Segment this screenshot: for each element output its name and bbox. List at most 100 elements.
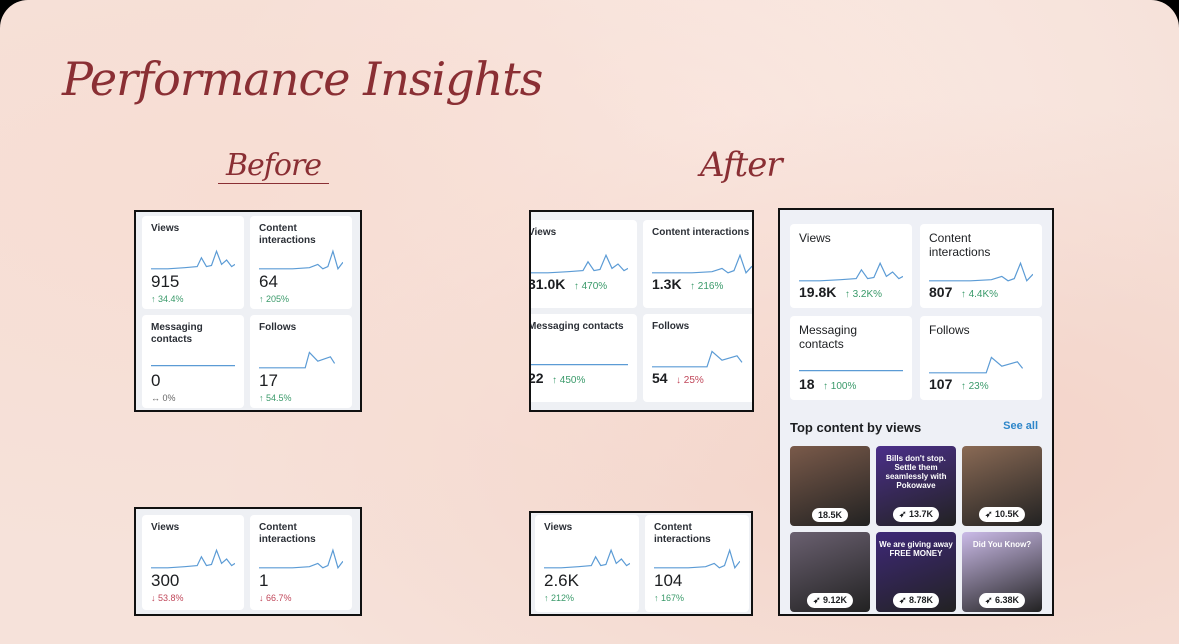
metric-label: Content interactions (652, 227, 750, 238)
sparkline (652, 253, 752, 275)
after-insights-panel: Views 19.8K ↑ 3.2K% Content interactions … (778, 208, 1054, 616)
metric-value: 1 (259, 571, 269, 590)
before-heading: Before (218, 148, 330, 184)
sparkline (529, 253, 628, 275)
views-badge: ➶ 9.12K (806, 593, 854, 608)
metric-change: ↑ 100% (823, 381, 857, 392)
metric-change: ↑ 205% (259, 294, 290, 304)
metric-change: ↑ 23% (960, 381, 989, 392)
metric-value: 17 (259, 371, 278, 390)
metric-value: 1.3K (652, 276, 682, 292)
views-count: 10.5K (995, 509, 1020, 519)
metric-card-content-interactions[interactable]: Content interactions 64 ↑ 205% (250, 216, 352, 309)
metric-label: Messaging contacts (799, 323, 858, 351)
content-thumbnail[interactable]: Did You Know? ➶ 6.38K (962, 532, 1042, 612)
sparkline (652, 347, 752, 369)
metric-card-views[interactable]: Views 2.6K ↑ 212% (535, 515, 639, 612)
metric-card-follows[interactable]: Follows 54 ↓ 25% (643, 314, 752, 402)
sparkline (259, 249, 343, 271)
metric-label: Content interactions (259, 522, 316, 545)
metric-label: Content interactions (259, 223, 316, 246)
sparkline (151, 348, 235, 370)
top-content-title: Top content by views (790, 420, 922, 435)
metric-label: Views (151, 223, 180, 234)
metric-card-messaging-contacts[interactable]: Messaging contacts 22 ↑ 450% (529, 314, 637, 402)
views-badge: ➶ 6.38K (978, 593, 1026, 608)
metric-card-messaging-contacts[interactable]: Messaging contacts 18 ↑ 100% (790, 316, 912, 400)
metric-label: Messaging contacts (529, 321, 624, 332)
after-recent-screenshot: Views 2.6K ↑ 212% Content interactions 10… (529, 511, 753, 616)
top-content-grid: 18.5K Bills don't stop. Settle them seaml… (790, 446, 1042, 612)
metric-change: ↑ 212% (544, 593, 575, 603)
content-thumbnail[interactable]: ➶ 10.5K (962, 446, 1042, 526)
see-all-link[interactable]: See all (1003, 420, 1038, 432)
content-thumbnail[interactable]: 18.5K (790, 446, 870, 526)
metric-value: 54 (652, 370, 668, 386)
views-count: 18.5K (817, 510, 843, 520)
metric-card-messaging-contacts[interactable]: Messaging contacts 0 ↔ 0% (142, 315, 244, 408)
metric-card-views[interactable]: Views 19.8K ↑ 3.2K% (790, 224, 912, 308)
metric-label: Views (799, 231, 831, 245)
views-badge: ➶ 10.5K (978, 507, 1026, 522)
views-badge: 18.5K (811, 508, 849, 522)
content-thumbnail[interactable]: We are giving away FREE MONEY ➶ 8.78K (876, 532, 956, 612)
metric-change: ↑ 167% (654, 593, 685, 603)
metric-change: ↑ 216% (690, 281, 724, 292)
metric-change: ↑ 34.4% (151, 294, 184, 304)
metric-card-content-interactions[interactable]: Content interactions 807 ↑ 4.4K% (920, 224, 1042, 308)
metric-value: 2.6K (544, 571, 579, 590)
metric-value: 18 (799, 376, 815, 392)
metric-card-follows[interactable]: Follows 17 ↑ 54.5% (250, 315, 352, 408)
views-icon: ➶ (984, 595, 996, 605)
metric-label: Messaging contacts (151, 322, 203, 345)
metric-value: 915 (151, 272, 180, 291)
metric-label: Views (151, 522, 180, 533)
metric-card-views[interactable]: Views 31.0K ↑ 470% (529, 220, 637, 308)
metric-label: Content interactions (929, 231, 991, 259)
sparkline (929, 261, 1033, 283)
before-overview-screenshot: Views 915 ↑ 34.4% Content interactions 64… (134, 210, 362, 412)
metric-value: 31.0K (529, 276, 566, 292)
metric-value: 107 (929, 376, 953, 392)
metric-card-views[interactable]: Views 915 ↑ 34.4% (142, 216, 244, 309)
metric-label: Views (544, 522, 573, 533)
views-count: 9.12K (823, 595, 848, 605)
thumbnail-text: We are giving away FREE MONEY (879, 540, 953, 558)
metric-change: ↔ 0% (151, 393, 176, 403)
views-count: 13.7K (909, 509, 934, 519)
metric-label: Follows (652, 321, 690, 332)
before-recent-screenshot: Views 300 ↓ 53.8% Content interactions 1 … (134, 507, 362, 616)
sparkline (544, 548, 630, 570)
metric-card-content-interactions[interactable]: Content interactions 104 ↑ 167% (645, 515, 749, 612)
thumbnail-text: Bills don't stop. Settle them seamlessly… (885, 454, 947, 490)
sparkline (151, 249, 235, 271)
metric-value: 19.8K (799, 284, 837, 300)
sparkline (799, 261, 903, 283)
content-thumbnail[interactable]: ➶ 9.12K (790, 532, 870, 612)
views-icon: ➶ (898, 595, 910, 605)
views-icon: ➶ (812, 595, 824, 605)
sparkline (654, 548, 740, 570)
views-badge: ➶ 13.7K (892, 507, 940, 522)
views-count: 8.78K (909, 595, 934, 605)
metric-card-content-interactions[interactable]: Content interactions 1.3K ↑ 216% (643, 220, 752, 308)
thumbnail-text: Did You Know? (972, 540, 1032, 549)
metric-card-views[interactable]: Views 300 ↓ 53.8% (142, 515, 244, 610)
metric-value: 64 (259, 272, 278, 291)
metric-card-follows[interactable]: Follows 107 ↑ 23% (920, 316, 1042, 400)
metric-card-content-interactions[interactable]: Content interactions 1 ↓ 66.7% (250, 515, 352, 610)
views-count: 6.38K (995, 595, 1020, 605)
metric-label: Views (529, 227, 557, 238)
views-icon: ➶ (984, 509, 996, 519)
views-icon: ➶ (898, 509, 910, 519)
metric-value: 0 (151, 371, 161, 390)
metric-label: Follows (929, 323, 970, 337)
sparkline (151, 548, 235, 570)
metric-change: ↑ 3.2K% (844, 289, 883, 300)
metric-label: Content interactions (654, 522, 711, 545)
metric-change: ↓ 66.7% (259, 593, 292, 603)
after-heading: After (700, 145, 783, 185)
sparkline (799, 353, 903, 375)
content-thumbnail[interactable]: Bills don't stop. Settle them seamlessly… (876, 446, 956, 526)
page-title: Performance Insights (62, 52, 543, 106)
